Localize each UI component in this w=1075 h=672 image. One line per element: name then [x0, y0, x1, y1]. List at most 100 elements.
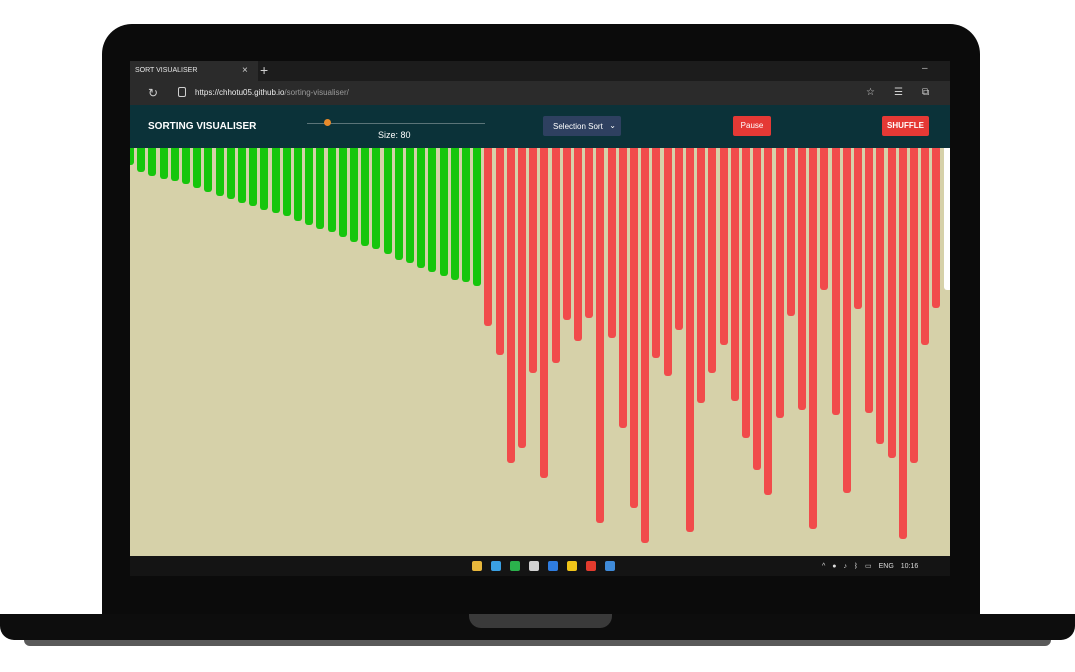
taskbar-app-icon[interactable]: [586, 561, 596, 571]
unsorted-bar: [842, 148, 851, 493]
screen: SORT VISUALISER × + – ↻ https://chhotu05…: [130, 61, 950, 576]
unsorted-bar: [596, 148, 605, 523]
taskbar: ^ ● ♪ ᛒ ▭ ENG 10:16: [130, 556, 950, 576]
taskbar-app-icon[interactable]: [567, 561, 577, 571]
sorted-bar: [238, 148, 246, 203]
chevron-down-icon: ⌄: [609, 121, 616, 130]
sorted-bar: [226, 148, 235, 199]
unsorted-bar: [607, 148, 616, 338]
volume-icon[interactable]: ♪: [843, 563, 847, 570]
sorted-bar: [439, 148, 448, 276]
unsorted-bar: [663, 148, 672, 376]
unsorted-bar: [798, 148, 806, 410]
unsorted-bar: [562, 148, 571, 320]
unsorted-bar: [820, 148, 829, 290]
sorted-bar: [473, 148, 482, 286]
sorted-bar: [137, 148, 146, 172]
favorites-icon[interactable]: ☰: [893, 87, 903, 98]
unsorted-bar: [764, 148, 773, 495]
sorted-bar: [260, 148, 269, 210]
system-tray: ^ ● ♪ ᛒ ▭ ENG 10:16: [822, 562, 923, 570]
browser-tab[interactable]: SORT VISUALISER ×: [130, 61, 258, 81]
sorted-bar: [450, 148, 459, 280]
app-title: SORTING VISUALISER: [148, 121, 257, 132]
sorted-bar: [193, 148, 202, 188]
unsorted-bar: [697, 148, 706, 403]
taskbar-app-icon[interactable]: [510, 561, 520, 571]
read-aloud-icon[interactable]: ☆: [866, 87, 875, 98]
taskbar-app-icon[interactable]: [529, 561, 539, 571]
sorted-bar: [462, 148, 470, 282]
sorted-bar: [130, 148, 134, 165]
network-icon[interactable]: ●: [832, 563, 837, 570]
pause-button[interactable]: Pause: [733, 116, 771, 136]
unsorted-bar: [775, 148, 784, 418]
unsorted-bar: [484, 148, 493, 326]
unsorted-bar: [932, 148, 941, 308]
unsorted-bar: [910, 148, 918, 463]
unsorted-bar: [652, 148, 661, 358]
taskbar-app-icon[interactable]: [472, 561, 482, 571]
new-tab-icon[interactable]: +: [260, 62, 269, 78]
sorted-bar: [361, 148, 370, 246]
chevron-up-icon[interactable]: ^: [822, 563, 826, 570]
battery-icon[interactable]: ▭: [865, 563, 872, 570]
taskbar-app-icon[interactable]: [548, 561, 558, 571]
unsorted-bar: [641, 148, 650, 543]
unsorted-bar: [831, 148, 840, 415]
toolbar-icons: ☆ ☰ ⧉: [866, 87, 948, 98]
unsorted-bar: [854, 148, 862, 309]
sorted-bar: [372, 148, 381, 249]
sorted-bar: [282, 148, 291, 216]
collections-icon[interactable]: ⧉: [921, 87, 930, 98]
size-slider[interactable]: [307, 123, 485, 124]
site-info-icon[interactable]: [178, 87, 186, 97]
unsorted-bar: [551, 148, 560, 363]
unsorted-bar: [708, 148, 717, 373]
unsorted-bar: [630, 148, 638, 508]
unsorted-bar: [719, 148, 728, 345]
unsorted-bar: [730, 148, 739, 401]
taskbar-app-icon[interactable]: [491, 561, 501, 571]
unsorted-bar: [540, 148, 549, 478]
address-bar: ↻ https://chhotu05.github.io/sorting-vis…: [130, 81, 950, 105]
minimize-icon[interactable]: –: [922, 63, 928, 74]
close-icon[interactable]: ×: [242, 65, 248, 76]
tab-title: SORT VISUALISER: [135, 67, 198, 74]
sorted-bar: [383, 148, 392, 254]
sorted-bar: [305, 148, 314, 225]
unsorted-bar: [618, 148, 627, 428]
url-path: /sorting-visualiser/: [284, 88, 349, 97]
sorted-bar: [428, 148, 437, 272]
sorted-bar: [182, 148, 190, 184]
unsorted-bar: [686, 148, 694, 532]
sorted-bar: [294, 148, 302, 221]
sorted-bar: [394, 148, 403, 260]
clock[interactable]: 10:16: [900, 563, 919, 570]
sorted-bar: [159, 148, 168, 179]
bluetooth-icon[interactable]: ᛒ: [853, 563, 859, 570]
size-label: Size: 80: [378, 130, 411, 140]
sorted-bar: [417, 148, 426, 268]
reload-icon[interactable]: ↻: [148, 86, 159, 100]
unsorted-bar: [585, 148, 594, 318]
sorted-bar: [338, 148, 347, 237]
size-slider-thumb[interactable]: [323, 119, 331, 126]
sorted-bar: [148, 148, 157, 176]
sorted-bar: [170, 148, 179, 181]
url-field[interactable]: https://chhotu05.github.io/sorting-visua…: [195, 88, 349, 97]
algorithm-select[interactable]: Selection Sort ⌄: [543, 116, 621, 136]
unsorted-bar: [674, 148, 683, 330]
taskbar-app-icon[interactable]: [605, 561, 615, 571]
sorted-bar: [204, 148, 213, 192]
sorted-bar: [249, 148, 258, 206]
sorted-bar: [316, 148, 325, 229]
shuffle-button[interactable]: SHUFFLE: [882, 116, 929, 136]
sorted-bar: [406, 148, 414, 263]
active-bar: [943, 148, 950, 290]
language-indicator[interactable]: ENG: [878, 563, 894, 570]
unsorted-bar: [809, 148, 818, 529]
app-header: SORTING VISUALISER Size: 80 Selection So…: [130, 105, 950, 148]
algorithm-value: Selection Sort: [553, 122, 603, 131]
unsorted-bar: [876, 148, 885, 444]
